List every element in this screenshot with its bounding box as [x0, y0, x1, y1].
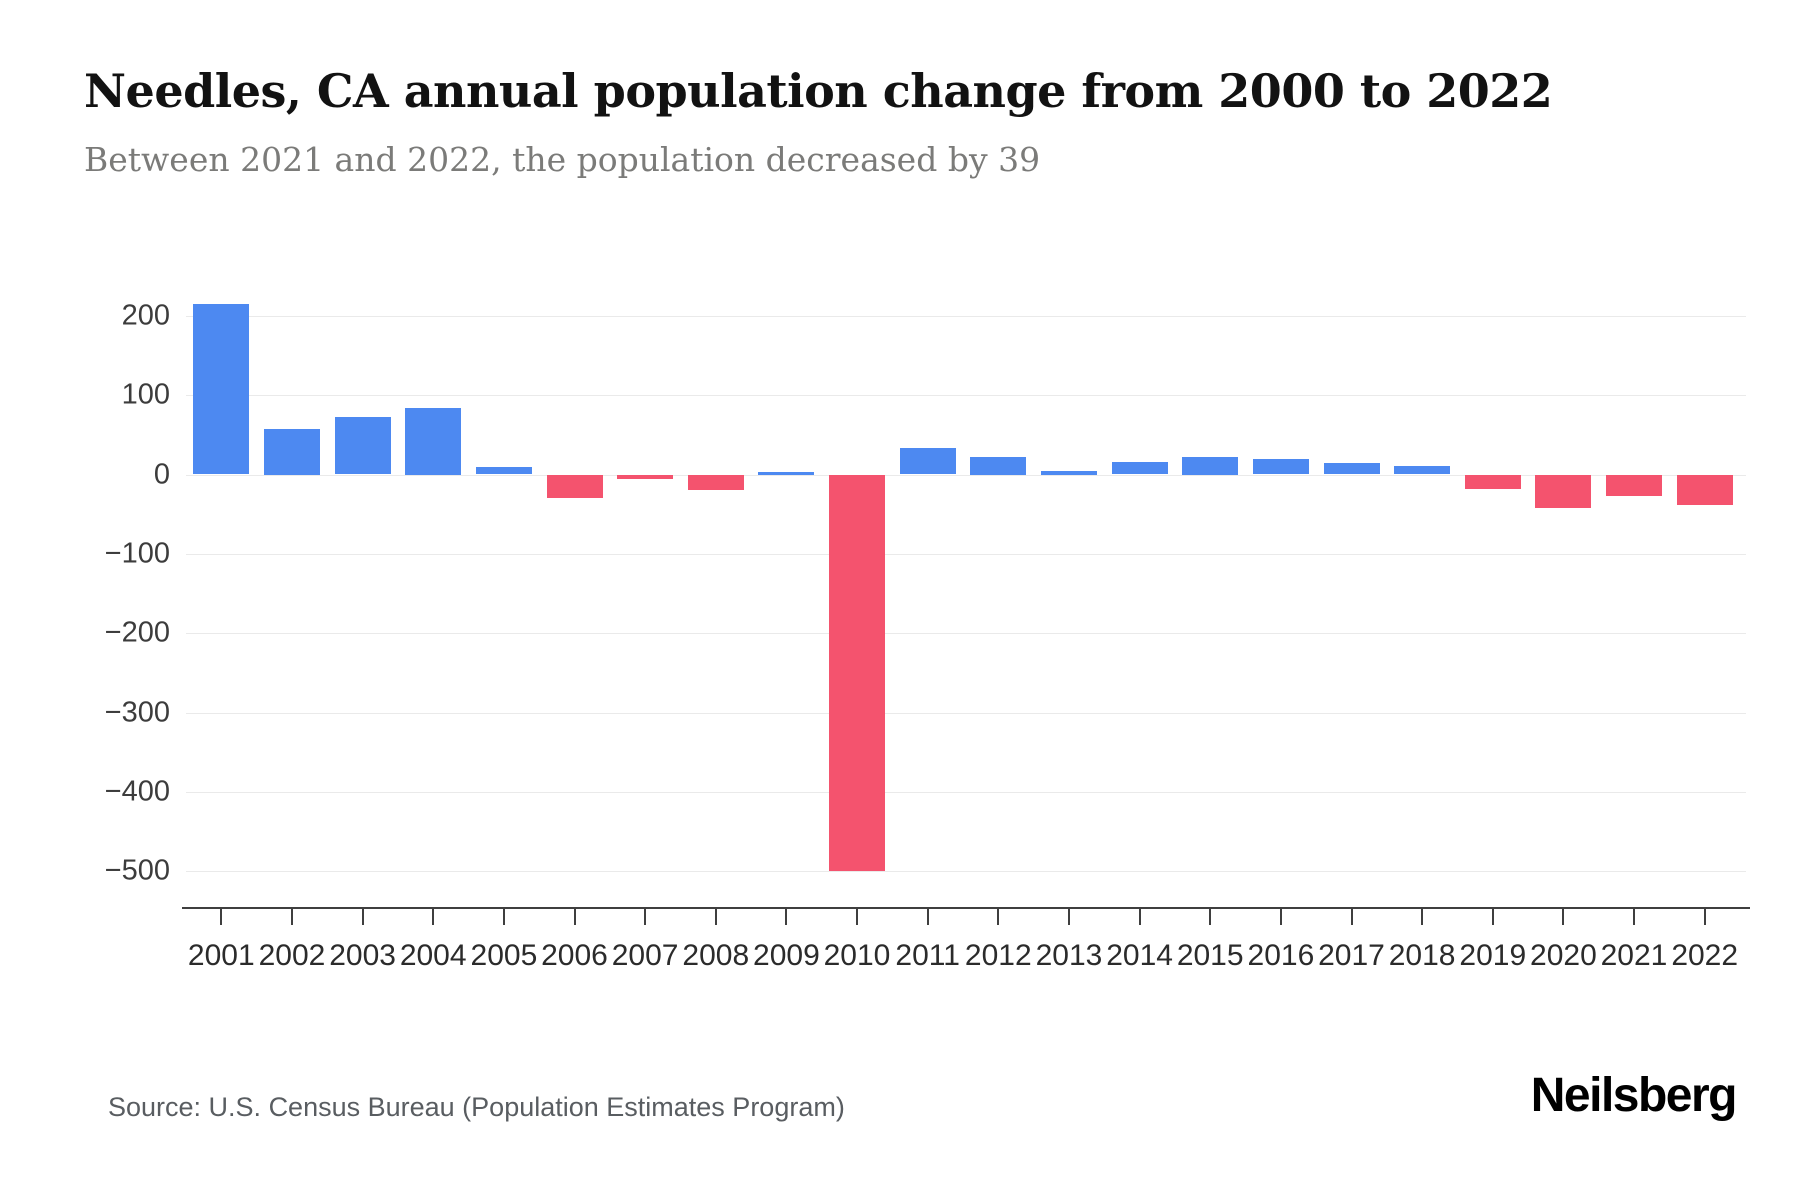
x-tick [997, 909, 1000, 925]
bar-2008 [687, 474, 744, 491]
bar-2011 [899, 448, 956, 475]
x-tick-label-2008: 2008 [682, 939, 750, 972]
bar-2020 [1535, 474, 1592, 508]
source-note: Source: U.S. Census Bureau (Population E… [108, 1092, 845, 1122]
x-tick-label-2003: 2003 [329, 939, 396, 972]
gridline-0 [186, 474, 1746, 476]
x-tick-label-2020: 2020 [1530, 939, 1597, 972]
x-tick [1279, 909, 1282, 925]
bar-2018 [1394, 465, 1451, 475]
x-tick [220, 909, 223, 925]
x-tick-label-2012: 2012 [964, 939, 1032, 972]
bar-2006 [546, 474, 603, 498]
x-tick [1421, 909, 1424, 925]
bar-2001 [193, 303, 250, 475]
x-tick [1068, 909, 1070, 925]
gridline--300 [186, 712, 1746, 714]
x-tick-label-2013: 2013 [1035, 939, 1103, 972]
bar-2002 [264, 428, 320, 475]
x-tick-label-2017: 2017 [1318, 939, 1385, 972]
y-tick-label: −400 [104, 775, 170, 808]
x-tick-label-2016: 2016 [1247, 939, 1315, 972]
chart-subtitle: Between 2021 and 2022, the population de… [84, 140, 1041, 179]
bar-2016 [1252, 459, 1309, 475]
x-tick [291, 909, 293, 925]
y-tick-label: −200 [104, 616, 170, 649]
x-tick-label-2002: 2002 [258, 939, 326, 972]
x-tick-label-2019: 2019 [1459, 939, 1527, 972]
x-tick [1209, 909, 1212, 925]
y-tick-label: 100 [121, 378, 170, 411]
bar-2013 [1041, 470, 1097, 475]
x-tick [361, 909, 364, 925]
x-tick [1350, 909, 1353, 925]
x-tick [573, 909, 576, 925]
x-tick [714, 909, 717, 925]
bar-2007 [617, 474, 674, 479]
bar-2019 [1464, 474, 1521, 489]
x-tick-label-2010: 2010 [823, 939, 891, 972]
x-tick-label-2014: 2014 [1106, 939, 1173, 972]
x-axis-line [182, 907, 1750, 909]
x-tick [1491, 909, 1494, 925]
bar-2003 [334, 416, 391, 475]
x-tick-label-2005: 2005 [470, 939, 538, 972]
y-tick-label: −300 [104, 696, 170, 729]
x-tick [856, 909, 858, 925]
x-tick-label-2015: 2015 [1176, 939, 1244, 972]
y-tick-label: −500 [104, 854, 170, 887]
bar-2014 [1111, 461, 1168, 475]
x-tick-label-2018: 2018 [1388, 939, 1456, 972]
gridline-200 [186, 315, 1746, 317]
x-tick [926, 909, 929, 925]
bar-2015 [1182, 457, 1239, 475]
x-tick-label-2022: 2022 [1671, 939, 1739, 972]
bar-2004 [405, 407, 462, 475]
gridline--100 [186, 553, 1746, 555]
x-tick [1562, 909, 1565, 925]
bar-2010 [829, 474, 885, 872]
y-tick-label: 200 [121, 299, 170, 332]
bar-2017 [1323, 462, 1380, 475]
x-tick [1633, 909, 1635, 925]
y-tick-label: 0 [153, 458, 170, 490]
gridline--400 [186, 791, 1746, 793]
bar-2005 [475, 467, 532, 475]
x-tick [1703, 909, 1706, 925]
gridline--500 [186, 871, 1746, 873]
chart-title: Needles, CA annual population change fro… [84, 64, 1553, 118]
x-tick-label-2021: 2021 [1600, 939, 1668, 972]
bar-2012 [970, 457, 1027, 475]
gridline-100 [186, 395, 1746, 397]
x-tick [1138, 909, 1141, 925]
x-tick [785, 909, 788, 925]
x-tick-label-2009: 2009 [753, 939, 820, 972]
gridline--200 [186, 633, 1746, 635]
x-tick-label-2007: 2007 [611, 939, 679, 972]
bar-2022 [1676, 474, 1733, 506]
x-tick-label-2006: 2006 [541, 939, 608, 972]
x-tick-label-2011: 2011 [895, 939, 960, 972]
x-tick [502, 909, 505, 925]
x-tick-label-2001: 2001 [187, 939, 255, 972]
x-tick [644, 909, 647, 925]
plot-area: 200 100 0 −100 −200 −300 −400 −500 2001 2002 2003 2… [105, 292, 1750, 972]
x-tick [432, 909, 435, 925]
x-tick-label-2004: 2004 [399, 939, 467, 972]
brand-logo: Neilsberg [1530, 1069, 1738, 1122]
bar-2021 [1606, 474, 1662, 496]
y-tick-label: −100 [104, 537, 170, 570]
bar-2009 [758, 471, 815, 475]
